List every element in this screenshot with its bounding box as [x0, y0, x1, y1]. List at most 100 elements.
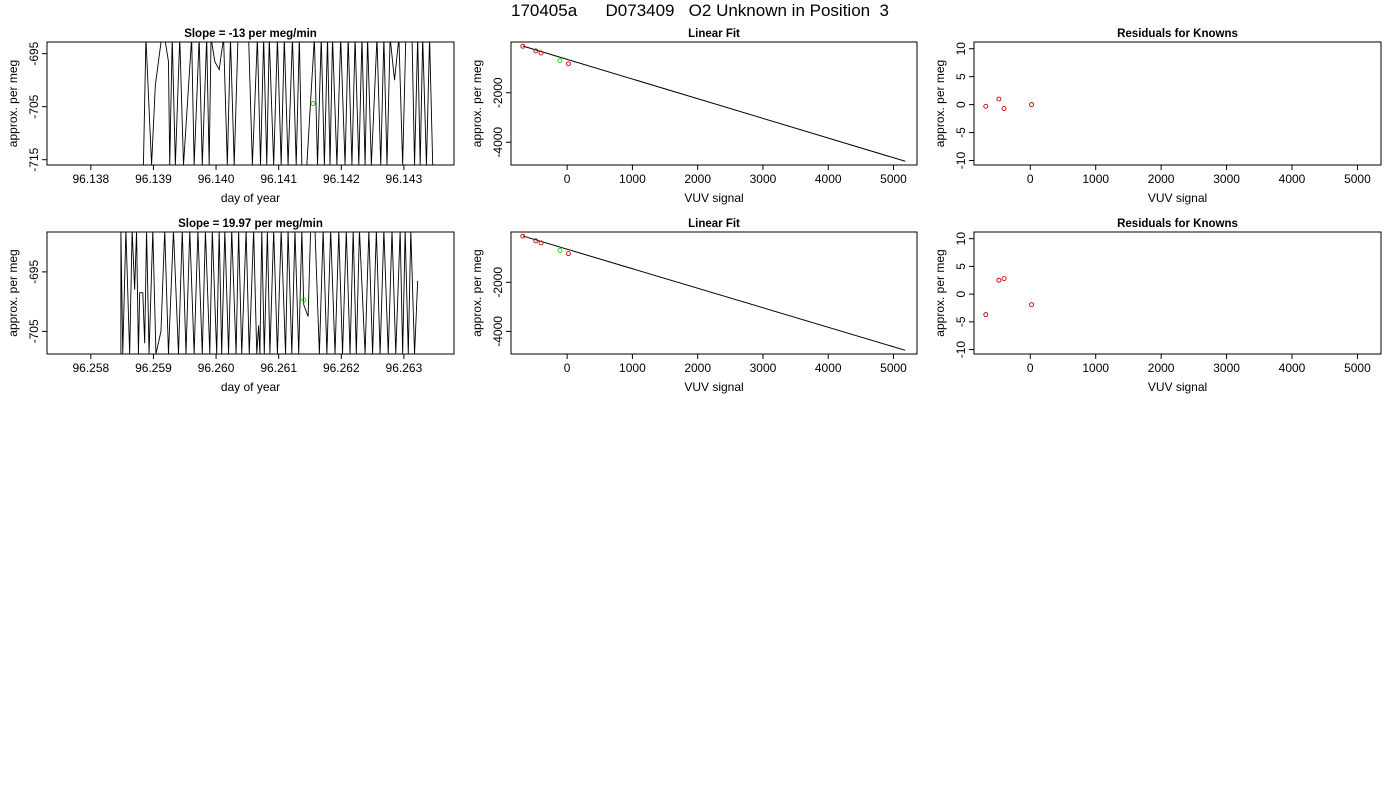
- known-point: [983, 312, 989, 318]
- known-point: [983, 103, 989, 109]
- x-axis-label: VUV signal: [684, 191, 743, 205]
- x-tick-label: 0: [1027, 361, 1034, 375]
- fit-line: [522, 45, 906, 162]
- y-tick-label: -4000: [491, 316, 505, 347]
- x-tick-label: 96.259: [135, 361, 172, 375]
- known-point: [538, 240, 544, 246]
- known-point: [520, 233, 526, 239]
- x-axis-label: day of year: [221, 380, 280, 394]
- y-tick-label: 10: [954, 232, 968, 246]
- x-tick-label: 2000: [684, 172, 711, 186]
- chart-title: Slope = 19.97 per meg/min: [178, 218, 323, 230]
- x-tick-label: 1000: [619, 172, 646, 186]
- x-tick-label: 96.261: [260, 361, 297, 375]
- series-line: [120, 232, 419, 354]
- known-point: [1001, 106, 1007, 111]
- y-tick-label: -5: [954, 316, 968, 327]
- chart-title: Linear Fit: [688, 218, 740, 230]
- plot-area: [983, 276, 1035, 318]
- known-point: [565, 251, 571, 257]
- plot-area: [983, 96, 1035, 111]
- y-tick-label: -4000: [491, 127, 505, 158]
- x-tick-label: 0: [564, 361, 571, 375]
- chart-panel-5: Linear Fit 0 1000 2000 3000 4000 5000 -4000 -200…: [470, 218, 918, 394]
- y-tick-label: -2000: [491, 267, 505, 298]
- x-tick-label: 96.263: [386, 361, 423, 375]
- known-point: [996, 96, 1002, 102]
- x-tick-label: 96.138: [72, 172, 109, 186]
- chart-panel-6: Residuals for Knowns 0 1000 2000 3000 4000 500…: [933, 218, 1382, 394]
- x-axis-label: day of year: [221, 191, 280, 205]
- x-tick-label: 5000: [880, 172, 907, 186]
- plot-frame: [973, 231, 1382, 355]
- y-tick-label: -10: [954, 152, 968, 170]
- known-point: [1029, 102, 1035, 108]
- known-point: [996, 277, 1002, 283]
- plot-area: [520, 43, 906, 162]
- y-tick-label: -10: [954, 341, 968, 359]
- y-tick-label: -705: [27, 319, 41, 343]
- y-axis-label: approx. per meg: [933, 249, 947, 336]
- y-tick-label: -705: [27, 94, 41, 118]
- plot-area: [142, 42, 434, 165]
- fit-line: [522, 235, 906, 351]
- known-point: [533, 48, 539, 54]
- x-tick-label: 0: [564, 172, 571, 186]
- unknown-point: [557, 58, 563, 64]
- chart-title: Residuals for Knowns: [1117, 28, 1238, 40]
- x-tick-label: 4000: [1279, 172, 1306, 186]
- unknown-point: [310, 101, 316, 106]
- chart-panel-4: Slope = 19.97 per meg/min 96.258 96.259 96.…: [6, 218, 455, 394]
- plot-frame: [510, 231, 918, 355]
- known-point: [1001, 276, 1007, 282]
- chart-panel-2: Linear Fit 0 1000 2000 3000 4000 5000 -4000 -200…: [470, 28, 918, 205]
- x-tick-label: 0: [1027, 172, 1034, 186]
- x-tick-label: 1000: [1082, 172, 1109, 186]
- x-axis-label: VUV signal: [1148, 191, 1207, 205]
- chart-title: Linear Fit: [688, 28, 740, 40]
- y-tick-label: -2000: [491, 77, 505, 108]
- y-tick-label: -5: [954, 127, 968, 138]
- y-axis-label: approx. per meg: [6, 249, 20, 336]
- chart-title: Residuals for Knowns: [1117, 218, 1238, 230]
- chart-panel-3: Residuals for Knowns 0 1000 2000 3000 4000 500…: [933, 28, 1382, 205]
- known-point: [565, 61, 571, 67]
- x-tick-label: 5000: [1344, 172, 1371, 186]
- unknown-point: [301, 297, 307, 303]
- y-tick-label: 5: [954, 73, 968, 80]
- plot-frame: [510, 41, 918, 166]
- plot-frame: [973, 41, 1382, 166]
- x-tick-label: 96.143: [386, 172, 423, 186]
- x-tick-label: 96.140: [198, 172, 235, 186]
- chart-title: Slope = -13 per meg/min: [184, 28, 317, 40]
- x-tick-label: 5000: [1344, 361, 1371, 375]
- x-tick-label: 96.262: [323, 361, 360, 375]
- y-tick-label: 10: [954, 42, 968, 56]
- x-tick-label: 2000: [684, 361, 711, 375]
- y-tick-label: -695: [27, 41, 41, 65]
- x-tick-label: 2000: [1148, 172, 1175, 186]
- y-tick-label: 5: [954, 263, 968, 270]
- known-point: [533, 238, 539, 244]
- x-tick-label: 4000: [815, 172, 842, 186]
- x-tick-label: 2000: [1148, 361, 1175, 375]
- y-axis-label: approx. per meg: [933, 60, 947, 147]
- x-tick-label: 3000: [1213, 172, 1240, 186]
- plot-area: [520, 233, 906, 351]
- y-axis-label: approx. per meg: [470, 249, 484, 336]
- y-tick-label: 0: [954, 290, 968, 297]
- plot-frame: [46, 41, 455, 166]
- y-tick-label: -715: [27, 147, 41, 171]
- x-tick-label: 1000: [619, 361, 646, 375]
- plot-frame: [46, 231, 455, 355]
- known-point: [538, 50, 544, 56]
- x-tick-label: 1000: [1082, 361, 1109, 375]
- x-axis-label: VUV signal: [684, 380, 743, 394]
- x-tick-label: 5000: [880, 361, 907, 375]
- x-tick-label: 96.141: [260, 172, 297, 186]
- x-tick-label: 4000: [815, 361, 842, 375]
- known-point: [1029, 302, 1035, 308]
- y-axis-label: approx. per meg: [6, 60, 20, 147]
- y-tick-label: 0: [954, 101, 968, 108]
